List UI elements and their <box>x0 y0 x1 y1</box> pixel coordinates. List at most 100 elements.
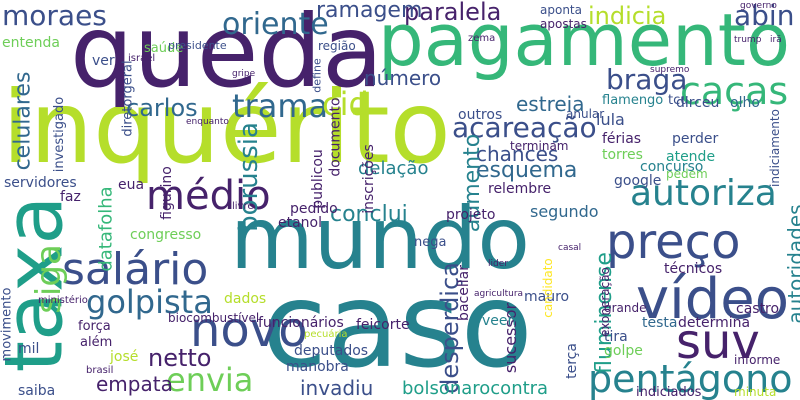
word-novo: novo <box>190 302 308 358</box>
word-publicou: publicou <box>309 149 326 209</box>
word-supremo: supremo <box>650 65 690 75</box>
word-faz: faz <box>60 189 81 205</box>
word-deputados: deputados <box>294 343 369 359</box>
word-livre: livre <box>232 201 254 212</box>
word-trump: trump <box>734 35 762 45</box>
word-lider: lider <box>488 259 508 269</box>
word-bolsonarocontra: bolsonarocontra <box>402 378 549 399</box>
word-forca: força <box>78 319 111 334</box>
word-queda: queda <box>70 0 384 110</box>
word-etanol: etanol <box>278 215 323 231</box>
word-gripe: gripe <box>232 69 256 79</box>
word-pecuaria: pecuária <box>304 329 348 340</box>
word-feicorte: feicorte <box>356 317 410 333</box>
word-empata: empata <box>96 372 173 396</box>
word-flamengo: flamengo <box>602 93 664 108</box>
word-preco: preço <box>606 214 741 270</box>
word-terminam: terminam <box>510 139 569 153</box>
word-manobra: manobra <box>286 359 349 375</box>
word-informe: informe <box>734 353 781 367</box>
word-olho: olho <box>730 95 760 111</box>
word-bacellar: bacellar <box>455 265 472 321</box>
word-dados: dados <box>224 291 267 307</box>
word-movimento: movimento <box>0 287 15 362</box>
word-lula: lula <box>596 110 625 129</box>
word-brasil: brasil <box>86 365 114 376</box>
word-golpista: golpista <box>86 283 213 321</box>
word-documento: documento <box>327 97 344 177</box>
word-autoriza: autoriza <box>630 173 777 214</box>
word-grande: grande <box>604 301 647 315</box>
word-mundo: mundo <box>230 189 530 289</box>
word-delacao: delação <box>358 158 429 179</box>
word-tira: tira <box>604 329 628 345</box>
word-define: define <box>310 58 324 93</box>
word-congresso: congresso <box>130 227 202 243</box>
word-ira: irã <box>770 35 782 45</box>
word-tecnicos: técnicos <box>664 261 723 277</box>
word-caso: caso <box>262 256 533 394</box>
word-torres: torres <box>602 147 643 163</box>
word-pedem: pedem <box>666 167 708 181</box>
word-paralela: paralela <box>404 0 502 26</box>
word-saiba: saiba <box>18 383 56 399</box>
word-veem: veem <box>482 313 522 329</box>
word-pentagono: pentágono <box>588 357 793 400</box>
word-ver: ver <box>92 53 115 69</box>
word-funcionarios: funcionários <box>258 315 344 331</box>
word-estreia: estreia <box>516 92 585 116</box>
word-trama: trama <box>232 87 329 125</box>
word-dirceu: dirceu <box>676 95 720 111</box>
word-invadiu: invadiu <box>300 376 374 400</box>
word-conclui: conclui <box>330 202 408 227</box>
word-anular: anular <box>566 107 605 121</box>
word-apostas: apostas <box>540 17 587 31</box>
word-netto: netto <box>148 344 212 372</box>
word-outros: outros <box>458 107 503 123</box>
word-atende: atende <box>666 149 716 165</box>
word-carlos: carlos <box>126 94 198 122</box>
word-entenda: entenda <box>2 35 60 51</box>
word-pedido: pedido <box>290 201 338 217</box>
word-saude: saúde <box>144 41 184 56</box>
word-relembre: relembre <box>488 181 552 197</box>
word-esquema: esquema <box>476 158 578 183</box>
word-candidato: candidato <box>540 258 555 318</box>
word-oriente: oriente <box>222 7 329 42</box>
word-nega: nega <box>414 235 447 250</box>
word-agricultura: agricultura <box>474 289 524 299</box>
word-abin: abin <box>734 0 795 32</box>
word-presidente: presidente <box>168 39 227 52</box>
word-israel: israel <box>128 53 156 64</box>
word-terca: terça <box>563 343 580 379</box>
word-biocombustivel: biocombustível <box>168 311 260 325</box>
word-servidores: servidores <box>4 175 77 191</box>
word-mil: mil <box>18 341 40 357</box>
word-concurso: concurso <box>640 159 704 175</box>
word-indicia: indicia <box>588 2 667 30</box>
word-segundo: segundo <box>530 202 599 221</box>
word-mauro: mauro <box>524 289 570 305</box>
word-inscricoes: inscrições <box>360 144 377 214</box>
word-projeto: projeto <box>446 207 496 223</box>
word-enquanto: enquanto <box>186 117 229 127</box>
word-alem: além <box>80 335 113 350</box>
word-indiciados: indiciados <box>636 385 702 400</box>
word-diretorgeral: diretorgeral <box>120 60 136 137</box>
word-medio: médio <box>146 173 271 219</box>
word-salario: salário <box>62 244 209 295</box>
word-governo: governo <box>740 1 777 11</box>
word-jose: josé <box>110 349 139 365</box>
word-aponta: aponta <box>540 3 582 17</box>
word-chances: chances <box>476 142 559 166</box>
word-celulares: celulares <box>10 71 36 171</box>
word-determina: determina <box>678 315 751 331</box>
word-eua: eua <box>118 177 145 193</box>
word-numero: número <box>364 66 442 90</box>
word-indiciamento: indiciamento <box>767 109 782 187</box>
word-zema: zema <box>468 33 496 44</box>
word-testa: testa <box>642 315 678 331</box>
word-pagamento: pagamento <box>378 0 790 82</box>
word-braga: braga <box>606 63 688 96</box>
